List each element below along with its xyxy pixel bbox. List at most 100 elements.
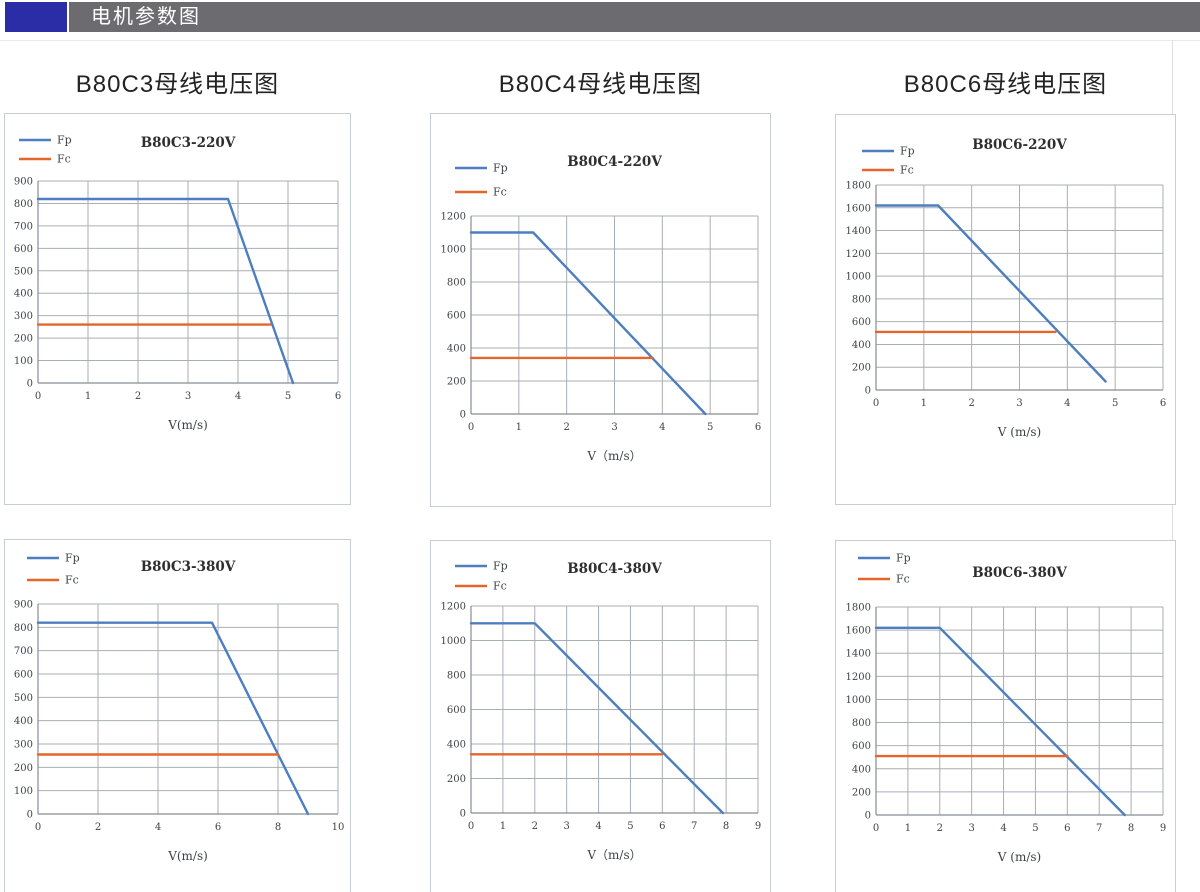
svg-text:4: 4 [235,391,241,402]
svg-text:1400: 1400 [846,226,871,237]
svg-text:3: 3 [1016,398,1022,409]
svg-text:0: 0 [27,379,33,390]
svg-text:Fp: Fp [896,552,911,565]
svg-text:100: 100 [14,356,33,367]
svg-text:9: 9 [1160,823,1166,834]
svg-text:B80C6-380V: B80C6-380V [972,565,1067,581]
svg-text:2: 2 [968,398,974,409]
svg-text:0: 0 [865,811,871,822]
svg-text:0: 0 [468,422,474,433]
svg-text:1: 1 [500,821,506,832]
svg-text:Fp: Fp [493,560,508,573]
svg-text:6: 6 [1160,398,1166,409]
svg-text:4: 4 [595,821,601,832]
svg-text:0: 0 [35,391,41,402]
chart-panel-b80c6-380v: 0 200 400 600 800 1000 1200 1400 1600 1800 0 1 2 3 4 5 6… [835,540,1176,892]
svg-text:V（m/s）: V（m/s） [586,848,641,862]
svg-text:400: 400 [447,740,466,751]
svg-text:Fc: Fc [493,580,507,593]
svg-text:2: 2 [563,422,569,433]
header-accent-block [5,2,67,32]
svg-text:1: 1 [516,422,522,433]
svg-text:0: 0 [865,386,871,397]
svg-text:800: 800 [852,718,871,729]
chart-panel-b80c4-380v: 0 200 400 600 800 1000 1200 0 1 2 3 4 5 6 7 8 9 V（m/s） B80… [430,540,771,892]
svg-text:700: 700 [14,221,33,232]
svg-text:0: 0 [873,398,879,409]
svg-text:1000: 1000 [846,272,871,283]
svg-text:Fc: Fc [65,574,79,587]
svg-text:200: 200 [447,377,466,388]
svg-text:400: 400 [447,344,466,355]
svg-text:200: 200 [852,363,871,374]
svg-text:B80C4-220V: B80C4-220V [567,154,662,170]
svg-text:V (m/s): V (m/s) [997,850,1041,864]
chart-panel-b80c3-220v: 0 100 200 300 400 500 600 700 800 900 0 1 2 3 4 5 6 V(m/s… [4,113,351,505]
svg-text:600: 600 [14,670,33,681]
svg-text:B80C3-380V: B80C3-380V [141,559,236,575]
svg-text:V(m/s): V(m/s) [167,418,208,432]
section-title-b80c3: B80C3母线电压图 [75,71,280,98]
svg-text:10: 10 [332,822,345,833]
svg-text:800: 800 [447,671,466,682]
svg-text:200: 200 [14,763,33,774]
svg-text:Fc: Fc [57,153,71,166]
svg-text:300: 300 [14,311,33,322]
svg-text:0: 0 [35,822,41,833]
svg-text:5: 5 [707,422,713,433]
svg-text:1400: 1400 [846,649,871,660]
svg-text:200: 200 [14,334,33,345]
header-bar: 电机参数图 [69,2,1200,32]
svg-text:1600: 1600 [846,626,871,637]
svg-text:1800: 1800 [846,603,871,614]
svg-text:900: 900 [14,177,33,188]
svg-text:1200: 1200 [846,672,871,683]
svg-text:400: 400 [14,289,33,300]
svg-text:1000: 1000 [846,695,871,706]
svg-text:1: 1 [905,823,911,834]
svg-text:300: 300 [14,740,33,751]
svg-text:5: 5 [1112,398,1118,409]
svg-text:0: 0 [873,823,879,834]
header-divider-line [0,40,1200,41]
svg-text:Fc: Fc [900,164,914,177]
svg-text:900: 900 [14,600,33,611]
svg-text:7: 7 [1096,823,1102,834]
chart-b80c4-380v: 0 200 400 600 800 1000 1200 0 1 2 3 4 5 6 7 8 9 V（m/s） B80… [441,560,762,863]
svg-text:6: 6 [755,422,761,433]
svg-text:0: 0 [27,810,33,821]
svg-text:7: 7 [691,821,697,832]
svg-text:800: 800 [852,294,871,305]
svg-text:9: 9 [755,821,761,832]
svg-text:3: 3 [185,391,191,402]
svg-text:1200: 1200 [441,212,466,223]
chart-panel-b80c3-380v: 0 100 200 300 400 500 600 700 800 900 0 2 4 6 8 10 V(m/s… [4,539,351,892]
section-title-b80c4: B80C4母线电压图 [498,71,703,98]
svg-text:500: 500 [14,266,33,277]
section-title-b80c6: B80C6母线电压图 [903,71,1108,98]
chart-b80c3-380v: 0 100 200 300 400 500 600 700 800 900 0 2 4 6 8 10 V(m/s… [14,552,345,864]
svg-text:0: 0 [468,821,474,832]
svg-text:600: 600 [852,741,871,752]
chart-b80c6-220v: 0 200 400 600 800 1000 1200 1400 1600 1800 0 1 2 3 4 5 6… [846,137,1167,439]
svg-text:Fc: Fc [493,186,507,199]
svg-text:1200: 1200 [846,249,871,260]
svg-text:2: 2 [95,822,101,833]
svg-text:5: 5 [285,391,291,402]
svg-text:1: 1 [921,398,927,409]
svg-text:V (m/s): V (m/s) [997,425,1041,439]
chart-panel-b80c4-220v: 0 200 400 600 800 1000 1200 0 1 2 3 4 5 6 V（m/s） B80C4-… [430,113,771,507]
chart-panel-b80c6-220v: 0 200 400 600 800 1000 1200 1400 1600 1800 0 1 2 3 4 5 6… [835,114,1176,505]
svg-text:0: 0 [460,809,466,820]
svg-text:8: 8 [723,821,729,832]
chart-b80c3-220v: 0 100 200 300 400 500 600 700 800 900 0 1 2 3 4 5 6 V(m/s… [14,134,341,433]
svg-text:1600: 1600 [846,203,871,214]
svg-text:4: 4 [1000,823,1006,834]
svg-text:600: 600 [447,311,466,322]
svg-text:600: 600 [447,705,466,716]
svg-text:Fp: Fp [57,134,72,147]
svg-text:800: 800 [14,199,33,210]
svg-text:1: 1 [85,391,91,402]
svg-text:Fp: Fp [900,145,915,158]
